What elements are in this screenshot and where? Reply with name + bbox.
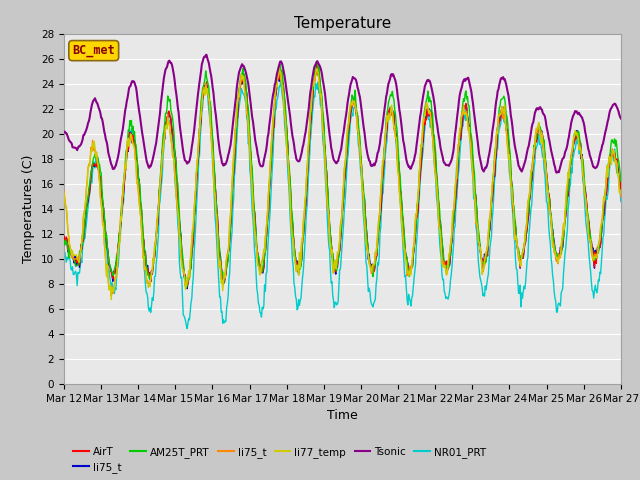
li75_t xyxy=(60,234,68,240)
li75_t xyxy=(617,186,625,192)
li75_t xyxy=(108,293,115,299)
li75_t xyxy=(185,273,193,278)
li75_t xyxy=(214,248,222,254)
li75_t xyxy=(60,188,68,194)
li75_t xyxy=(127,134,135,140)
AM25T_PRT xyxy=(70,256,78,262)
li75_t xyxy=(70,260,78,266)
AM25T_PRT xyxy=(617,179,625,184)
li75_t xyxy=(128,136,136,142)
AirT xyxy=(185,271,193,277)
NR01_PRT xyxy=(412,261,419,267)
NR01_PRT xyxy=(214,266,222,272)
li77_temp xyxy=(275,65,283,71)
li77_temp xyxy=(60,190,68,196)
li75_t xyxy=(185,274,193,279)
Line: AirT: AirT xyxy=(64,64,621,287)
AM25T_PRT xyxy=(182,285,190,290)
Legend: AirT, li75_t, AM25T_PRT, li75_t, li77_temp, Tsonic, NR01_PRT: AirT, li75_t, AM25T_PRT, li75_t, li77_te… xyxy=(69,443,490,477)
li77_temp xyxy=(128,138,136,144)
AirT xyxy=(214,227,222,233)
AirT xyxy=(412,230,419,236)
Tsonic xyxy=(127,80,135,86)
li75_t xyxy=(214,227,222,233)
AirT xyxy=(314,61,321,67)
AirT xyxy=(428,118,436,123)
li75_t xyxy=(70,256,78,262)
AM25T_PRT xyxy=(60,238,68,244)
NR01_PRT xyxy=(60,253,68,259)
AM25T_PRT xyxy=(214,233,222,239)
li77_temp xyxy=(185,268,193,274)
Line: li75_t: li75_t xyxy=(64,65,621,288)
NR01_PRT xyxy=(277,77,285,83)
AM25T_PRT xyxy=(428,108,436,114)
AM25T_PRT xyxy=(185,277,193,283)
Text: BC_met: BC_met xyxy=(72,44,115,57)
AM25T_PRT xyxy=(312,59,320,65)
AirT xyxy=(617,189,625,194)
li77_temp xyxy=(108,297,115,302)
AM25T_PRT xyxy=(412,227,419,233)
NR01_PRT xyxy=(617,199,625,204)
Title: Temperature: Temperature xyxy=(294,16,391,31)
Tsonic xyxy=(617,116,625,121)
Line: li75_t: li75_t xyxy=(64,69,621,296)
li75_t xyxy=(617,194,625,200)
Tsonic xyxy=(214,135,222,141)
Line: li77_temp: li77_temp xyxy=(64,68,621,300)
NR01_PRT xyxy=(428,128,436,133)
Tsonic xyxy=(184,159,192,165)
li75_t xyxy=(428,130,436,136)
Tsonic xyxy=(60,129,68,135)
Line: Tsonic: Tsonic xyxy=(64,55,621,173)
li75_t xyxy=(312,66,320,72)
AirT xyxy=(182,284,190,290)
Tsonic xyxy=(553,170,561,176)
li77_temp xyxy=(70,252,78,258)
li77_temp xyxy=(617,191,625,196)
X-axis label: Time: Time xyxy=(327,409,358,422)
Tsonic xyxy=(203,52,211,58)
Line: NR01_PRT: NR01_PRT xyxy=(64,80,621,328)
NR01_PRT xyxy=(127,126,135,132)
Tsonic xyxy=(411,153,419,159)
li77_temp xyxy=(214,250,222,256)
NR01_PRT xyxy=(185,316,193,322)
AirT xyxy=(60,233,68,239)
li75_t xyxy=(412,216,419,222)
Tsonic xyxy=(428,83,435,89)
Line: AM25T_PRT: AM25T_PRT xyxy=(64,62,621,288)
Tsonic xyxy=(70,144,78,150)
AirT xyxy=(127,134,135,140)
NR01_PRT xyxy=(183,325,191,331)
NR01_PRT xyxy=(70,272,78,277)
li75_t xyxy=(412,227,419,232)
AirT xyxy=(70,258,78,264)
li77_temp xyxy=(428,129,436,134)
li75_t xyxy=(183,286,191,291)
AM25T_PRT xyxy=(127,118,135,123)
li75_t xyxy=(314,62,321,68)
li75_t xyxy=(428,115,436,121)
Y-axis label: Temperatures (C): Temperatures (C) xyxy=(22,155,35,263)
li77_temp xyxy=(412,211,419,217)
